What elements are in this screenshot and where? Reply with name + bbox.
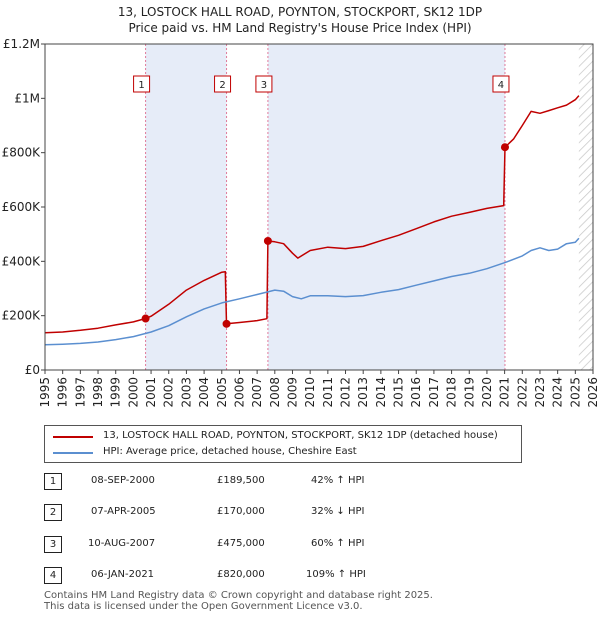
chart-title: 13, LOSTOCK HALL ROAD, POYNTON, STOCKPOR… bbox=[117, 5, 483, 19]
series-line-property bbox=[44, 95, 580, 334]
x-tick-label: 2022 bbox=[515, 377, 529, 408]
x-tick-label: 2018 bbox=[445, 377, 459, 408]
transaction-number: 2 bbox=[44, 504, 62, 521]
transaction-price: £170,000 bbox=[217, 506, 265, 517]
legend-label-property: 13, LOSTOCK HALL ROAD, POYNTON, STOCKPOR… bbox=[103, 430, 498, 441]
transaction-row: 4 06-JAN-2021 £820,000 109% ↑ HPI bbox=[0, 566, 600, 586]
sale-point bbox=[263, 236, 272, 245]
x-tick-label: 2006 bbox=[232, 377, 246, 408]
x-tick-label: 2021 bbox=[498, 377, 512, 408]
sale-marker-box bbox=[255, 75, 273, 93]
chart-subtitle: Price paid vs. HM Land Registry's House … bbox=[128, 21, 472, 35]
x-tick-label: 2000 bbox=[126, 377, 140, 408]
sale-point bbox=[141, 314, 150, 323]
x-tick-label: 2024 bbox=[551, 377, 565, 408]
transaction-number: 4 bbox=[44, 567, 62, 584]
transaction-hpi: 109% ↑ HPI bbox=[306, 569, 366, 580]
x-tick-label: 2002 bbox=[162, 377, 176, 408]
legend: 13, LOSTOCK HALL ROAD, POYNTON, STOCKPOR… bbox=[44, 425, 522, 463]
x-tick-label: 2014 bbox=[374, 377, 388, 408]
x-tick-label: 2007 bbox=[250, 377, 264, 408]
footer-copyright: Contains HM Land Registry data © Crown c… bbox=[44, 590, 433, 601]
x-tick-label: 2020 bbox=[480, 377, 494, 408]
sale-marker-label: 3 bbox=[261, 80, 267, 91]
transaction-hpi: 42% ↑ HPI bbox=[311, 475, 365, 486]
y-tick-label: £200K bbox=[2, 309, 42, 323]
transaction-row: 2 07-APR-2005 £170,000 32% ↓ HPI bbox=[0, 503, 600, 523]
x-tick-label: 1995 bbox=[38, 377, 52, 408]
x-tick-label: 1997 bbox=[73, 377, 87, 408]
x-tick-label: 2005 bbox=[215, 377, 229, 408]
x-tick-label: 2026 bbox=[586, 377, 600, 408]
x-tick-label: 2004 bbox=[197, 377, 211, 408]
x-tick-label: 1998 bbox=[91, 377, 105, 408]
x-tick-label: 2019 bbox=[462, 377, 476, 408]
sale-marker-box bbox=[492, 75, 510, 93]
x-tick-label: 2001 bbox=[144, 377, 158, 408]
x-tick-label: 2009 bbox=[285, 377, 299, 408]
legend-swatch-property bbox=[53, 436, 93, 438]
transaction-hpi: 60% ↑ HPI bbox=[311, 538, 365, 549]
x-tick-label: 2010 bbox=[303, 377, 317, 408]
transaction-row: 3 10-AUG-2007 £475,000 60% ↑ HPI bbox=[0, 535, 600, 555]
transaction-price: £820,000 bbox=[217, 569, 265, 580]
transaction-date: 07-APR-2005 bbox=[91, 506, 156, 517]
plot-frame bbox=[44, 43, 594, 371]
x-tick-label: 2013 bbox=[356, 377, 370, 408]
sale-marker-label: 2 bbox=[219, 80, 225, 91]
footer: Contains HM Land Registry data © Crown c… bbox=[44, 590, 433, 612]
x-tick-label: 2017 bbox=[427, 377, 441, 408]
x-tick-label: 1996 bbox=[56, 377, 70, 408]
transaction-date: 06-JAN-2021 bbox=[91, 569, 155, 580]
forecast-hatch bbox=[578, 44, 593, 370]
x-tick-label: 2023 bbox=[533, 377, 547, 408]
x-tick-label: 2015 bbox=[392, 377, 406, 408]
y-tick-label: £800K bbox=[2, 146, 42, 160]
x-tick-label: 2003 bbox=[179, 377, 193, 408]
x-tick-label: 2025 bbox=[568, 377, 582, 408]
transaction-number: 3 bbox=[44, 536, 62, 553]
transaction-date: 10-AUG-2007 bbox=[88, 538, 156, 549]
y-tick-label: £1M bbox=[14, 91, 40, 105]
transaction-date: 08-SEP-2000 bbox=[91, 475, 155, 486]
sale-marker-box bbox=[133, 75, 151, 93]
x-tick-label: 2008 bbox=[268, 377, 282, 408]
shaded-period bbox=[145, 44, 227, 370]
x-tick-label: 2011 bbox=[321, 377, 335, 408]
transaction-row: 1 08-SEP-2000 £189,500 42% ↑ HPI bbox=[0, 472, 600, 492]
x-tick-label: 2016 bbox=[409, 377, 423, 408]
y-tick-label: £600K bbox=[2, 200, 42, 214]
footer-licence: This data is licensed under the Open Gov… bbox=[44, 601, 363, 612]
transaction-price: £189,500 bbox=[217, 475, 265, 486]
x-tick-label: 1999 bbox=[109, 377, 123, 408]
y-tick-label: £400K bbox=[2, 254, 42, 268]
y-tick-label: £1.2M bbox=[3, 37, 40, 51]
transaction-hpi: 32% ↓ HPI bbox=[311, 506, 365, 517]
transaction-price: £475,000 bbox=[217, 538, 265, 549]
x-tick-label: 2012 bbox=[339, 377, 353, 408]
transaction-number: 1 bbox=[44, 473, 62, 490]
sale-point bbox=[500, 143, 509, 152]
sale-marker-box bbox=[214, 75, 232, 93]
shaded-period bbox=[267, 44, 505, 370]
legend-label-hpi: HPI: Average price, detached house, Ches… bbox=[103, 446, 357, 457]
sale-marker-label: 4 bbox=[498, 80, 504, 91]
series-line-hpi bbox=[44, 237, 580, 346]
legend-swatch-hpi bbox=[53, 452, 93, 454]
sale-marker-label: 1 bbox=[138, 80, 144, 91]
y-tick-label: £0 bbox=[25, 363, 40, 377]
sale-point bbox=[222, 319, 231, 328]
